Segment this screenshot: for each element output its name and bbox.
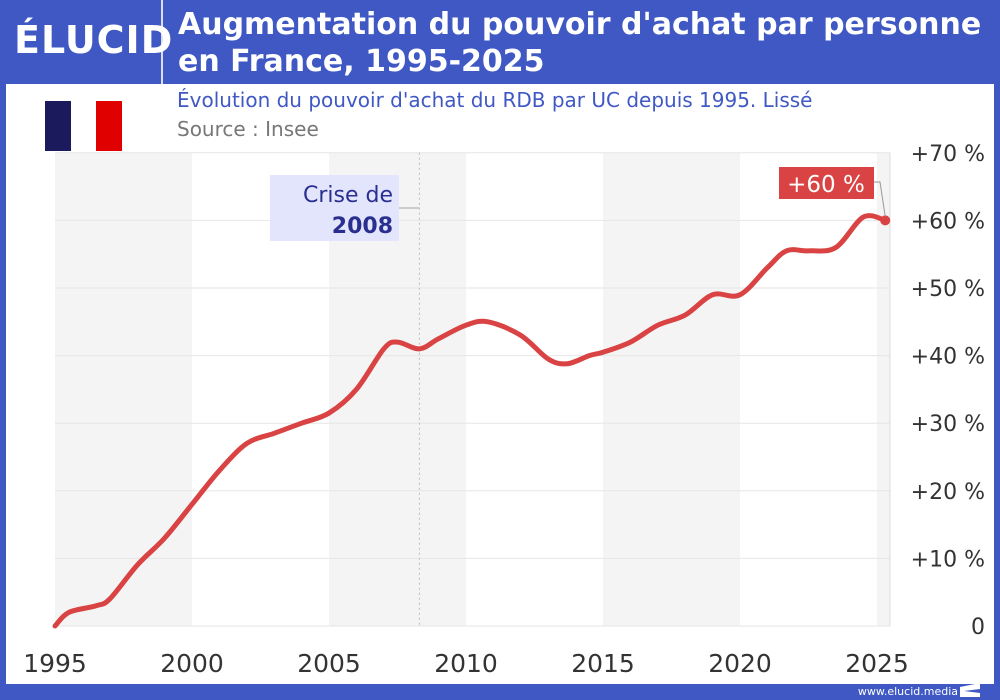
france-flag-icon xyxy=(45,101,123,151)
y-tick-label: +10 % xyxy=(911,547,985,572)
x-tick-label: 1995 xyxy=(23,649,87,678)
crisis-annotation-line2: 2008 xyxy=(332,214,393,239)
crisis-annotation-line1: Crise de xyxy=(303,183,393,208)
series-line xyxy=(52,213,888,629)
x-tick-label: 2000 xyxy=(160,649,224,678)
header: ÉLUCID Augmentation du pouvoir d'achat p… xyxy=(0,0,1000,84)
x-tick-label: 2025 xyxy=(845,649,909,678)
title-line-1: Augmentation du pouvoir d'achat par pers… xyxy=(178,7,982,42)
y-tick-label: +50 % xyxy=(911,277,985,302)
shaded-band xyxy=(877,152,890,627)
footer-url[interactable]: www.elucid.media xyxy=(857,685,958,698)
end-label-connector xyxy=(874,181,886,217)
x-tick-label: 2015 xyxy=(571,649,635,678)
y-tick-label: +40 % xyxy=(911,345,985,370)
header-divider xyxy=(161,0,163,84)
chart-subtitle: Évolution du pouvoir d'achat du RDB par … xyxy=(177,88,813,112)
y-tick-label: +60 % xyxy=(911,209,985,234)
shaded-band xyxy=(55,152,192,627)
end-label-box xyxy=(779,167,874,199)
chart-title: Augmentation du pouvoir d'achat par pers… xyxy=(178,6,981,80)
crisis-annotation-box xyxy=(270,175,399,241)
end-label: +60 % xyxy=(787,172,865,198)
end-point xyxy=(880,215,891,226)
title-line-2: en France, 1995-2025 xyxy=(178,44,545,79)
y-tick-label: 0 xyxy=(971,615,985,640)
shaded-band xyxy=(603,152,740,627)
y-tick-label: +70 % xyxy=(911,142,985,167)
x-tick-label: 2020 xyxy=(708,649,772,678)
x-tick-label: 2005 xyxy=(297,649,361,678)
elucid-logo: ÉLUCID xyxy=(14,18,174,62)
y-tick-label: +30 % xyxy=(911,412,985,437)
y-tick-label: +20 % xyxy=(911,480,985,505)
x-tick-label: 2010 xyxy=(434,649,498,678)
chart-source: Source : Insee xyxy=(177,117,319,141)
elucid-mark-icon xyxy=(960,683,980,697)
